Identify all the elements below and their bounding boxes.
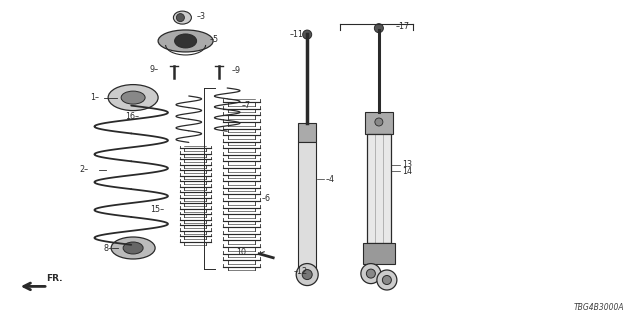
Text: 10: 10 [236,248,246,257]
Ellipse shape [375,118,383,126]
Text: –7: –7 [242,101,251,110]
Bar [367,134,391,243]
Ellipse shape [296,264,318,285]
Text: –17: –17 [396,22,410,31]
Text: 1–: 1– [90,93,99,102]
Text: 16–: 16– [125,112,139,121]
Ellipse shape [173,11,191,24]
Text: 2–: 2– [79,165,88,174]
Text: 14: 14 [402,167,412,176]
Ellipse shape [177,13,184,22]
Ellipse shape [377,270,397,290]
Ellipse shape [366,269,376,278]
Ellipse shape [175,34,196,48]
Ellipse shape [374,24,383,33]
Text: 13: 13 [402,160,412,169]
Text: –4: –4 [325,175,334,184]
Bar [298,142,316,270]
Text: 9–: 9– [150,65,159,74]
Bar [365,112,393,134]
Ellipse shape [303,30,312,39]
Text: –11: –11 [289,30,303,39]
Text: –6: –6 [261,194,270,203]
Text: FR.: FR. [46,274,63,284]
Ellipse shape [361,264,381,284]
Text: TBG4B3000A: TBG4B3000A [573,303,624,312]
Text: –5: –5 [210,36,219,44]
Text: –12: –12 [293,267,307,276]
Bar [298,123,316,142]
Ellipse shape [158,30,213,52]
Text: 8–: 8– [103,244,112,253]
Bar [363,243,395,264]
Ellipse shape [121,91,145,104]
Ellipse shape [302,269,312,280]
Ellipse shape [382,276,392,284]
Text: –9: –9 [232,66,241,75]
Text: –3: –3 [196,12,205,21]
Text: 15–: 15– [150,205,164,214]
Ellipse shape [108,84,158,111]
Ellipse shape [111,237,155,259]
Ellipse shape [123,242,143,254]
